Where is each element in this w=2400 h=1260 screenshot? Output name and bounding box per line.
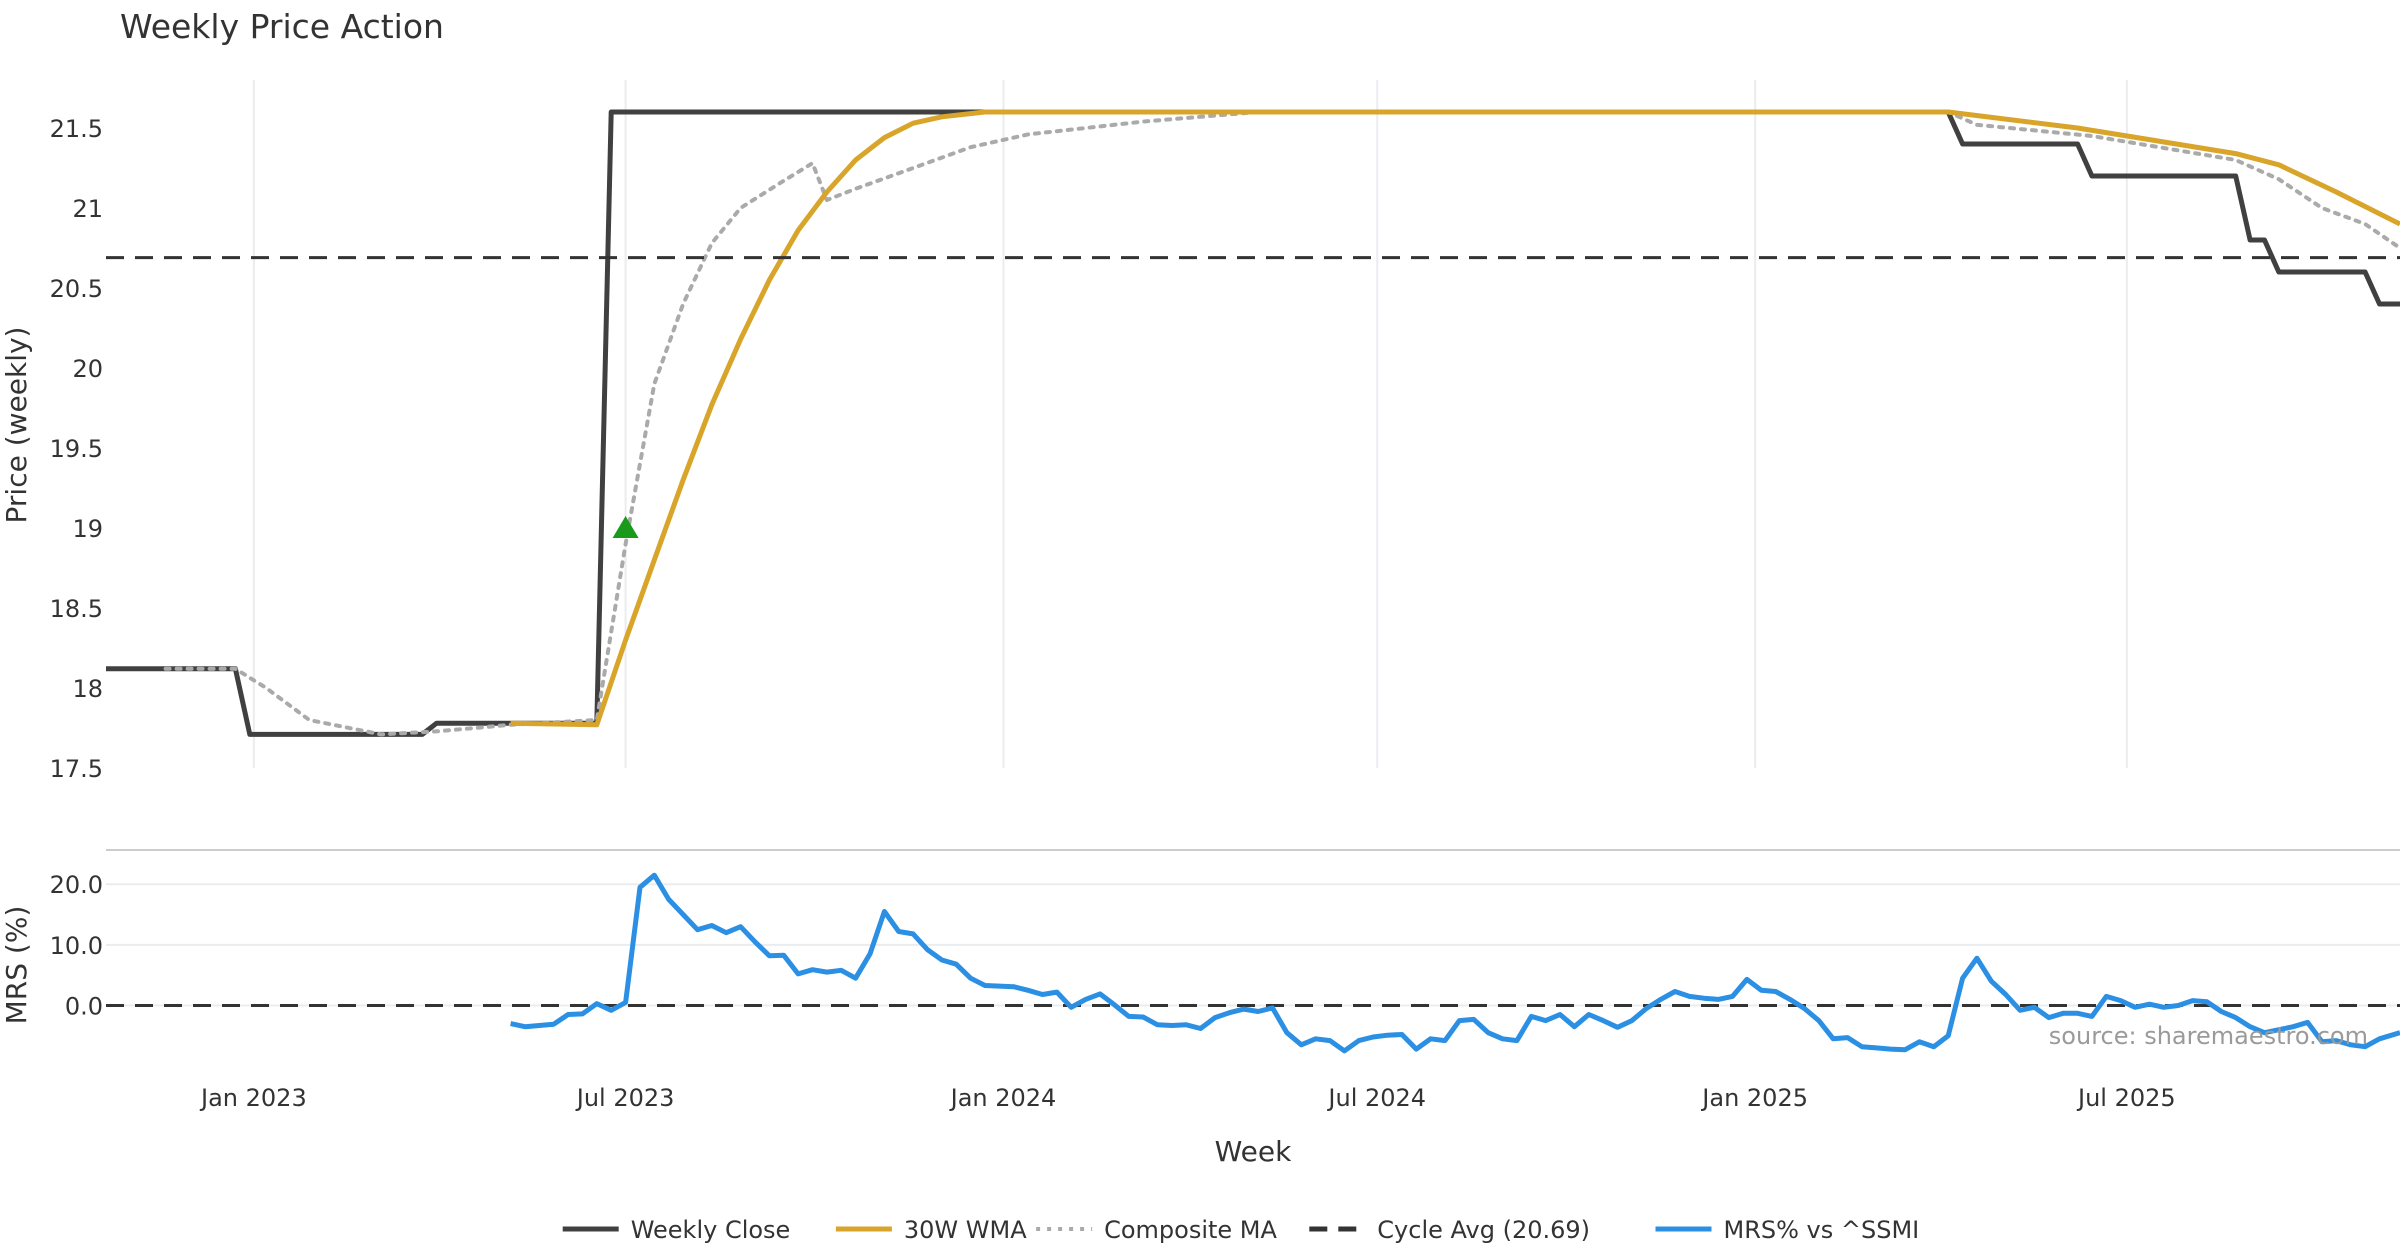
x-tick-label: Jan 2023 (199, 1084, 307, 1112)
legend-item-cycle-avg-20-69: Cycle Avg (20.69) (1309, 1216, 1590, 1244)
price-y-ticks: 17.5 18 18.5 19 19.5 20 20.5 21 21.5 (50, 115, 103, 783)
price-y-tick-label: 20.5 (50, 275, 103, 303)
legend-item-weekly-close: Weekly Close (562, 1216, 791, 1244)
buy-signal-marker (612, 516, 639, 538)
mrs-series-layer (106, 872, 2400, 1054)
x-tick-label: Jul 2023 (575, 1084, 675, 1112)
mrs-y-tick-label: 0.0 (65, 992, 103, 1020)
price-y-tick-label: 19 (72, 515, 103, 543)
price-y-tick-label: 19.5 (50, 435, 103, 463)
mrs-vs-ssmi-line (510, 872, 2400, 1054)
legend-item-30w-wma: 30W WMA (835, 1216, 1027, 1244)
chart-title: Weekly Price Action (120, 7, 444, 46)
x-tick-label: Jan 2024 (949, 1084, 1057, 1112)
price-y-axis-label: Price (weekly) (0, 327, 33, 524)
legend-label: Composite MA (1104, 1216, 1277, 1244)
price-series-layer (106, 109, 2400, 737)
weekly-close-line (106, 109, 2400, 737)
mrs-y-axis-label: MRS (%) (0, 906, 33, 1025)
legend: Weekly Close 30W WMA Composite MA Cycle Avg… (562, 1216, 1920, 1244)
legend-label: 30W WMA (904, 1216, 1027, 1244)
mrs-y-tick-label: 20.0 (50, 871, 103, 899)
legend-item-composite-ma: Composite MA (1036, 1216, 1278, 1244)
price-y-tick-label: 17.5 (50, 755, 103, 783)
x-axis-label: Week (1215, 1135, 1292, 1168)
price-y-tick-label: 20 (72, 355, 103, 383)
legend-label: Cycle Avg (20.69) (1377, 1216, 1590, 1244)
composite-ma-line (163, 110, 2400, 737)
price-y-tick-label: 21 (72, 195, 103, 223)
30w-wma-line (510, 109, 2400, 728)
x-tick-label: Jul 2025 (2076, 1084, 2176, 1112)
price-y-tick-label: 21.5 (50, 115, 103, 143)
legend-item-mrs-vs-ssmi: MRS% vs ^SSMI (1655, 1216, 1920, 1244)
x-tick-label: Jul 2024 (1326, 1084, 1426, 1112)
price-y-tick-label: 18.5 (50, 595, 103, 623)
legend-label: Weekly Close (631, 1216, 791, 1244)
source-watermark: source: sharemaestro.com (2049, 1022, 2368, 1050)
x-tick-label: Jan 2025 (1700, 1084, 1808, 1112)
price-y-tick-label: 18 (72, 675, 103, 703)
mrs-y-ticks: 0.0 10.0 20.0 (50, 871, 103, 1020)
mrs-y-tick-label: 10.0 (50, 932, 103, 960)
legend-label: MRS% vs ^SSMI (1724, 1216, 1920, 1244)
x-ticks: Jan 2023 Jul 2023 Jan 2024 Jul 2024 Jan 2025… (199, 1084, 2176, 1112)
